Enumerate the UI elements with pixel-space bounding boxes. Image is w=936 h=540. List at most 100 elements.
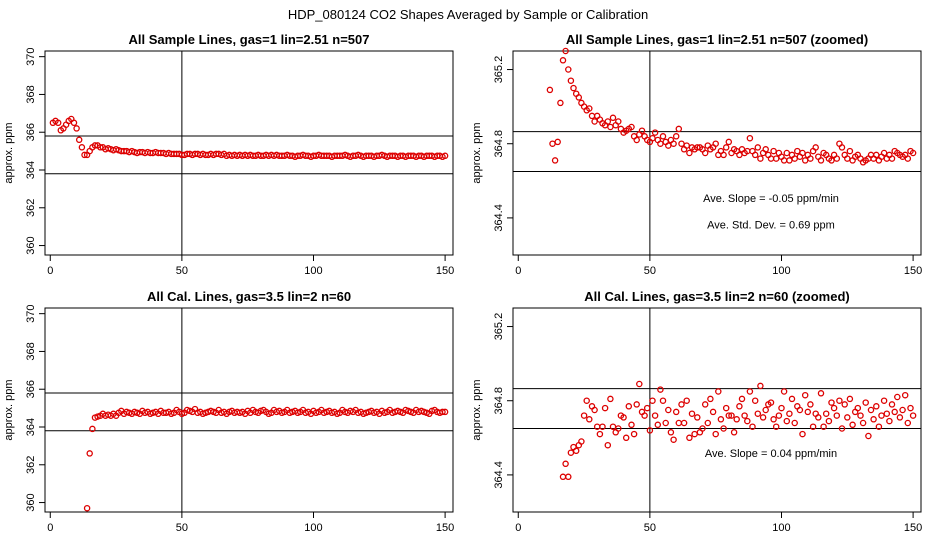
data-point (657, 386, 664, 393)
data-point (904, 419, 912, 427)
x-tick-label: 0 (47, 522, 53, 534)
data-point (557, 99, 564, 107)
data-point (591, 406, 598, 414)
data-point (570, 84, 577, 92)
data-point (615, 425, 622, 432)
chart-panel-2: All Sample Lines, gas=1 lin=2.51 n=507 (… (471, 32, 922, 277)
data-point (591, 118, 598, 125)
data-point (78, 144, 86, 151)
chart-title: All Cal. Lines, gas=3.5 lin=2 n=60 (zoom… (584, 289, 850, 304)
x-tick-label: 150 (436, 522, 454, 534)
x-tick-label: 150 (436, 265, 454, 277)
data-point (794, 147, 801, 155)
y-tick-label: 364.8 (493, 130, 505, 158)
data-point (86, 450, 93, 457)
x-tick-label: 100 (304, 265, 322, 277)
data-point (633, 136, 640, 144)
data-point (873, 403, 880, 410)
data-point (909, 412, 917, 419)
data-point (762, 146, 769, 153)
data-point (909, 149, 917, 157)
data-point (907, 404, 914, 412)
data-point (833, 155, 841, 162)
data-point (625, 403, 633, 410)
plot-area (44, 50, 454, 256)
data-point (799, 430, 806, 438)
data-point (662, 419, 669, 427)
data-point (891, 408, 898, 416)
data-point (809, 423, 817, 430)
data-point (746, 134, 754, 142)
data-point (586, 105, 593, 112)
data-point (820, 423, 827, 430)
data-point (738, 395, 746, 403)
y-tick-label: 370 (25, 47, 37, 65)
data-point (701, 149, 709, 157)
data-point (667, 429, 675, 436)
data-point (736, 151, 743, 159)
data-point (559, 473, 567, 481)
data-point (575, 94, 583, 101)
data-point (780, 388, 788, 395)
data-point (796, 406, 804, 414)
data-point (551, 157, 559, 164)
data-point (583, 397, 590, 404)
y-tick-label: 368 (25, 85, 37, 103)
y-tick-label: 365.2 (493, 313, 505, 341)
data-point (636, 380, 643, 388)
data-point (588, 112, 596, 120)
data-point (604, 441, 612, 449)
data-point (554, 138, 561, 146)
y-tick-label: 360 (25, 493, 37, 511)
data-point (75, 136, 83, 144)
chart-title: All Sample Lines, gas=1 lin=2.51 n=507 (129, 32, 370, 47)
data-point (630, 430, 638, 438)
data-point (825, 417, 833, 425)
data-point (762, 406, 769, 414)
data-point (862, 399, 869, 406)
data-point (880, 149, 888, 157)
data-point (901, 391, 909, 399)
plot-area (44, 307, 454, 513)
data-point (646, 427, 654, 434)
y-tick-label: 366 (25, 123, 37, 141)
data-point (904, 155, 912, 162)
y-tick-label: 364 (25, 418, 37, 436)
data-point (757, 382, 764, 390)
data-point (683, 397, 690, 404)
data-point (873, 151, 880, 159)
data-point (767, 155, 775, 162)
data-point (791, 155, 798, 162)
data-point (720, 425, 727, 432)
data-point (659, 133, 667, 140)
data-point (733, 416, 740, 423)
data-point (788, 395, 796, 403)
data-point (812, 144, 819, 151)
data-point (854, 404, 862, 412)
data-point (659, 397, 667, 404)
data-point (580, 412, 588, 419)
data-point (649, 397, 656, 404)
data-point (815, 414, 822, 421)
data-point (712, 140, 719, 147)
data-point (772, 155, 780, 162)
data-point (783, 149, 791, 157)
data-point (678, 140, 685, 147)
data-point (665, 142, 672, 149)
data-point (775, 412, 783, 419)
x-tick-label: 100 (304, 522, 322, 534)
data-point (665, 406, 672, 414)
data-point (728, 412, 735, 419)
data-point (628, 123, 635, 131)
data-point (783, 417, 791, 425)
plot-area (512, 50, 922, 256)
data-point (741, 412, 748, 419)
data-point (772, 423, 780, 430)
x-tick-label: 50 (644, 265, 656, 277)
data-point (770, 147, 777, 155)
data-point (686, 434, 693, 442)
data-point (867, 406, 875, 414)
annotation-text: Ave. Std. Dev. = 0.69 ppm (707, 219, 835, 231)
data-point (607, 123, 614, 131)
